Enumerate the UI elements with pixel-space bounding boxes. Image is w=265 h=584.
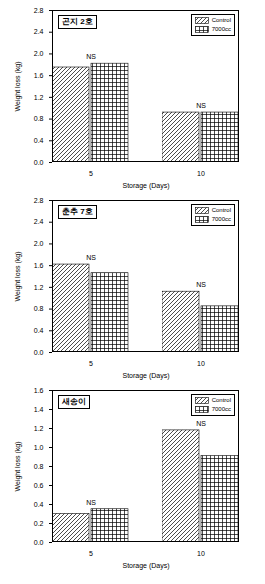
- svg-text:1.6: 1.6: [34, 262, 44, 269]
- html-text:7000cc: 7000cc: [211, 406, 231, 412]
- html-text:곤지 2호: 곤지 2호: [62, 17, 93, 26]
- svg-text:NS: NS: [86, 254, 96, 261]
- svg-text:Storage (Days): Storage (Days): [122, 372, 169, 380]
- html-text:Control: Control: [211, 397, 231, 403]
- svg-text:Weight loss (kg): Weight loss (kg): [14, 61, 22, 111]
- html-text:새송이: 새송이: [62, 397, 86, 406]
- svg-text:0.8: 0.8: [34, 305, 44, 312]
- svg-text:0.4: 0.4: [34, 137, 44, 144]
- svg-text:0.0: 0.0: [34, 539, 44, 546]
- svg-text:NS: NS: [86, 498, 96, 505]
- svg-text:10: 10: [197, 550, 205, 557]
- svg-text:5: 5: [89, 170, 93, 177]
- svg-text:0.0: 0.0: [34, 349, 44, 356]
- svg-text:1.0: 1.0: [34, 444, 44, 451]
- svg-text:0.8: 0.8: [34, 115, 44, 122]
- html-text:Control: Control: [211, 207, 231, 213]
- svg-text:1.2: 1.2: [34, 94, 44, 101]
- svg-text:2.4: 2.4: [34, 28, 44, 35]
- svg-text:Storage (Days): Storage (Days): [122, 562, 169, 570]
- svg-text:NS: NS: [196, 281, 206, 288]
- svg-text:0.4: 0.4: [34, 327, 44, 334]
- svg-text:2.4: 2.4: [34, 218, 44, 225]
- svg-text:Weight loss (kg): Weight loss (kg): [14, 441, 22, 491]
- svg-text:2.8: 2.8: [34, 197, 44, 204]
- html-text:춘추 7호: 춘추 7호: [62, 207, 93, 216]
- svg-text:0.4: 0.4: [34, 501, 44, 508]
- svg-text:10: 10: [197, 170, 205, 177]
- svg-text:0.0: 0.0: [34, 159, 44, 166]
- html-text:7000cc: 7000cc: [211, 216, 231, 222]
- svg-text:0.8: 0.8: [34, 463, 44, 470]
- svg-text:5: 5: [89, 360, 93, 367]
- svg-text:Storage (Days): Storage (Days): [122, 182, 169, 190]
- svg-text:1.2: 1.2: [34, 425, 44, 432]
- html-text:Control: Control: [211, 17, 231, 23]
- svg-text:NS: NS: [196, 102, 206, 109]
- svg-text:2.0: 2.0: [34, 50, 44, 57]
- svg-text:2.8: 2.8: [34, 7, 44, 14]
- svg-text:1.4: 1.4: [34, 406, 44, 413]
- svg-text:NS: NS: [196, 420, 206, 427]
- svg-text:0.2: 0.2: [34, 520, 44, 527]
- svg-text:1.2: 1.2: [34, 284, 44, 291]
- svg-text:Weight loss (kg): Weight loss (kg): [14, 251, 22, 301]
- svg-text:5: 5: [89, 550, 93, 557]
- svg-text:NS: NS: [86, 53, 96, 60]
- svg-text:2.0: 2.0: [34, 240, 44, 247]
- svg-text:1.6: 1.6: [34, 387, 44, 394]
- svg-text:10: 10: [197, 360, 205, 367]
- svg-text:1.6: 1.6: [34, 72, 44, 79]
- svg-text:0.6: 0.6: [34, 482, 44, 489]
- html-text:7000cc: 7000cc: [211, 26, 231, 32]
